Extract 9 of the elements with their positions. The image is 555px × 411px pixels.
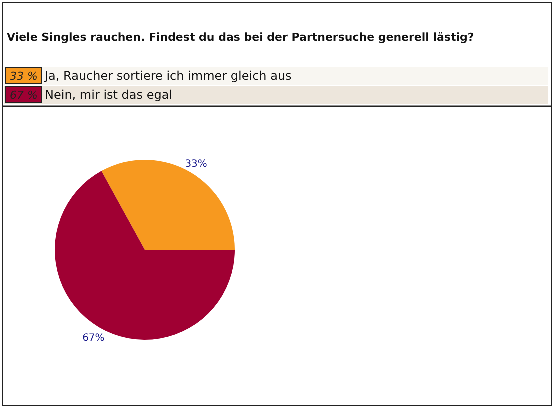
data-label: 67%: [82, 332, 105, 344]
chart-title: Viele Singles rauchen. Findest du das bei der Partnersuche generell lästig?: [7, 31, 474, 44]
legend-label: Nein, mir ist das egal: [45, 88, 173, 102]
text: 67 %: [10, 89, 38, 102]
text: 33 %: [10, 70, 38, 83]
data-label: 33%: [185, 159, 208, 170]
legend-label: Ja, Raucher sortiere ich immer gleich aus: [44, 69, 292, 83]
pie-slice: [55, 171, 235, 340]
pie-slice: [102, 160, 235, 250]
